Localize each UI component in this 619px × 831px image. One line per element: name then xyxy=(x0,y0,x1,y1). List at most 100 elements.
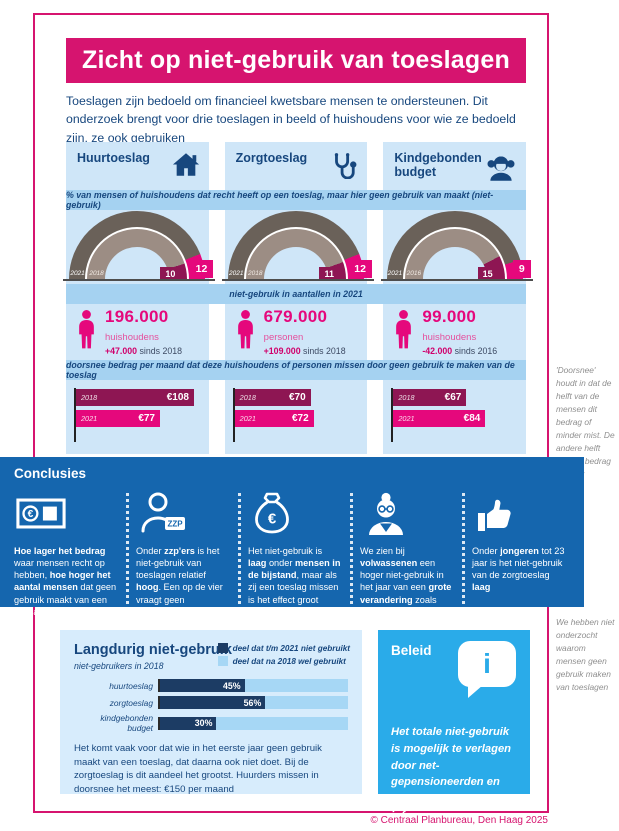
gauge-inner-value: 11 xyxy=(319,267,339,281)
chart-axis xyxy=(391,388,394,442)
beleid-text: Het totale niet-gebruik is mogelijk te v… xyxy=(391,726,512,822)
page-title-text: Zicht op niet-gebruik van toeslagen xyxy=(82,46,510,74)
gauge-inner-value: 15 xyxy=(477,267,498,281)
banner-counts: niet-gebruik in aantallen in 2021 xyxy=(66,284,526,304)
langdurig-subtitle: niet-gebruikers in 2018 xyxy=(74,661,164,671)
gauge-outer-year: 2021 xyxy=(228,270,244,277)
bar-year-label: 2018 xyxy=(81,393,98,402)
bar-amount-label: €84 xyxy=(463,413,481,424)
column-name: Kindgebonden budget xyxy=(394,151,482,180)
amount-bar-2021: 2021 €72 xyxy=(234,410,314,427)
legend-swatch-light xyxy=(217,656,228,666)
conclusie-text: Het niet-gebruik is laag onder mensen in… xyxy=(248,546,341,605)
langdurig-body-text: Het komt vaak voor dat wie in het eerste… xyxy=(74,743,322,795)
conclusie-item-bedrag: € Hoe lager het bedrag waar mensen recht… xyxy=(14,485,126,630)
chart-axis xyxy=(232,388,235,442)
zzp-person-icon: ZZP xyxy=(136,485,230,541)
conclusies-title: Conclusies xyxy=(14,466,87,481)
girl-icon xyxy=(485,152,517,186)
conclusie-text: Onder zzp'ers is het niet-gebruik van to… xyxy=(136,546,223,617)
bar-year-label: 2018 xyxy=(398,393,415,402)
bar-amount-label: €72 xyxy=(291,413,309,424)
gauge-chart-huurtoeslag: 2021 2018 10 12 xyxy=(63,211,216,281)
count-text: 679.000 personen +109.000 sinds 2018 xyxy=(264,308,364,356)
langdurig-bar-chart: huurtoeslag 45% zorgtoeslag 56% kindgebo… xyxy=(74,679,348,733)
bar-segment-wel-gebruikt xyxy=(216,716,348,730)
beleid-title: Beleid xyxy=(391,643,432,658)
chart-axis xyxy=(74,388,76,442)
count-since: sinds 2018 xyxy=(139,345,183,356)
gauge-rings: 2021 2016 xyxy=(386,211,523,279)
toeslagen-panel: Huurtoeslag Zorgtoeslag Kindgebonden bud… xyxy=(63,142,533,454)
count-huurtoeslag: 196.000 huishoudens +47.000 sinds 2018 xyxy=(66,304,209,360)
count-since: sinds 2018 xyxy=(303,345,346,356)
info-icon: i xyxy=(483,648,491,679)
gauge-outer-value: 12 xyxy=(189,260,214,278)
house-icon xyxy=(172,152,200,182)
bar-value-label: 56% xyxy=(243,697,262,708)
bar-value-label: 30% xyxy=(194,718,213,728)
column-header-huurtoeslag: Huurtoeslag xyxy=(66,142,209,190)
bar-amount-label: €67 xyxy=(444,392,462,403)
bar-amount-label: €70 xyxy=(288,392,306,403)
banner-amounts: doorsnee bedrag per maand dat deze huish… xyxy=(66,360,526,380)
amount-bar-2018: 2018 €108 xyxy=(76,389,194,406)
bar-amount-label: €77 xyxy=(138,413,155,424)
older-woman-icon xyxy=(360,485,454,541)
count-unit: huishoudens xyxy=(105,332,159,343)
legend-entry: deel dat na 2018 wel gebruikt xyxy=(217,656,350,666)
gauge-inner-year: 2016 xyxy=(406,270,422,277)
conclusies-section: Conclusies € Hoe lager het bedrag waar m… xyxy=(0,457,584,629)
amount-bar-2021: 2021 €84 xyxy=(393,410,486,427)
bar-category-label: huurtoeslag xyxy=(109,680,153,691)
conclusie-item-zzp: ZZP Onder zzp'ers is het niet-gebruik va… xyxy=(126,485,238,630)
count-unit: huishoudens xyxy=(422,332,477,343)
svg-text:€: € xyxy=(28,509,34,520)
legend-label: deel dat na 2018 wel gebruikt xyxy=(232,656,346,666)
count-change: +47.000 xyxy=(105,345,138,356)
chart-legend: deel dat t/m 2021 niet gebruikt deel dat… xyxy=(217,643,350,669)
count-since: sinds 2016 xyxy=(454,345,498,356)
count-text: 99.000 huishoudens -42.000 sinds 2016 xyxy=(422,308,522,356)
bar-year-label: 2018 xyxy=(239,393,256,402)
count-unit: personen xyxy=(263,332,304,343)
conclusies-items: € Hoe lager het bedrag waar mensen recht… xyxy=(0,457,584,636)
conclusie-item-volwassenen: We zien bij volwassenen een hoger niet-g… xyxy=(350,485,462,630)
person-icon xyxy=(76,309,97,355)
bar-year-label: 2021 xyxy=(81,414,98,423)
count-value: 196.000 xyxy=(105,307,169,327)
stethoscope-icon xyxy=(328,152,358,184)
count-change: +109.000 xyxy=(263,345,301,356)
gauge-chart-zorgtoeslag: 2021 2018 11 12 xyxy=(221,211,374,281)
count-value: 99.000 xyxy=(422,307,477,327)
amount-chart-kindgebonden-budget: 2018 €67 2021 €84 xyxy=(383,380,526,454)
count-kindgebonden-budget: 99.000 huishoudens -42.000 sinds 2016 xyxy=(383,304,526,360)
column-header-kindgebonden-budget: Kindgebonden budget xyxy=(383,142,526,190)
svg-text:€: € xyxy=(268,511,277,528)
bar-segment-niet-gebruikt: 30% xyxy=(160,716,217,730)
legend-entry: deel dat t/m 2021 niet gebruikt xyxy=(217,643,350,653)
gauge-chart-kindgebonden-budget: 2021 2016 15 9 xyxy=(380,211,533,281)
amount-bar-2021: 2021 €77 xyxy=(76,410,160,427)
conclusie-text: Hoe lager het bedrag waar mensen recht o… xyxy=(14,546,117,617)
amount-chart-zorgtoeslag: 2018 €70 2021 €72 xyxy=(224,380,368,454)
legend-label: deel dat t/m 2021 niet gebruikt xyxy=(232,643,350,653)
side-note-onderzoek: We hebben niet onderzocht waarom mensen … xyxy=(556,617,615,693)
bar-amount-label: €108 xyxy=(166,392,189,403)
bar-segment-niet-gebruikt: 56% xyxy=(160,696,266,709)
count-zorgtoeslag: 679.000 personen +109.000 sinds 2018 xyxy=(224,304,368,360)
column-header-zorgtoeslag: Zorgtoeslag xyxy=(224,142,368,190)
page-title: Zicht op niet-gebruik van toeslagen xyxy=(66,38,526,83)
conclusie-text: Onder jongeren tot 23 jaar is het niet-g… xyxy=(472,546,565,593)
bar-segment-wel-gebruikt xyxy=(265,696,348,709)
gauge-baseline xyxy=(221,279,374,281)
bar-row-kindgebonden-budget: kindgebonden budget 30% xyxy=(74,713,348,733)
person-icon xyxy=(235,309,256,355)
conclusie-item-bijstand: € Het niet-gebruik is laag onder mensen … xyxy=(238,485,350,630)
bar-row-zorgtoeslag: zorgtoeslag 56% xyxy=(74,696,348,709)
bar-category-label: zorgtoeslag xyxy=(109,697,153,708)
gauge-rings: 2021 2018 xyxy=(227,211,364,279)
gauge-outer-year: 2021 xyxy=(70,270,85,277)
langdurig-title: Langdurig niet-gebruik xyxy=(74,642,232,658)
bar-segment-wel-gebruikt xyxy=(244,679,348,692)
